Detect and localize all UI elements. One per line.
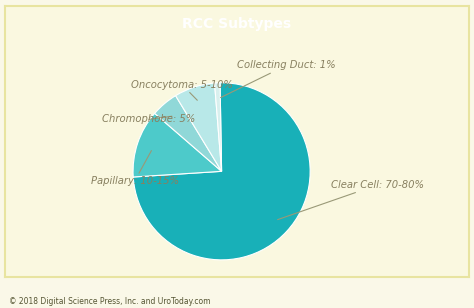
Text: Chromophobe: 5%: Chromophobe: 5% — [102, 114, 195, 124]
Wedge shape — [133, 113, 222, 177]
Wedge shape — [215, 83, 222, 171]
Text: Oncocytoma: 5-10%: Oncocytoma: 5-10% — [131, 80, 233, 100]
Text: RCC Subtypes: RCC Subtypes — [182, 17, 292, 31]
Text: Collecting Duct: 1%: Collecting Duct: 1% — [220, 60, 336, 98]
Text: Clear Cell: 70-80%: Clear Cell: 70-80% — [278, 180, 424, 220]
Text: Papillary: 10-15%: Papillary: 10-15% — [91, 151, 179, 186]
Wedge shape — [175, 83, 222, 171]
Wedge shape — [133, 83, 310, 260]
Wedge shape — [155, 96, 222, 171]
Text: © 2018 Digital Science Press, Inc. and UroToday.com: © 2018 Digital Science Press, Inc. and U… — [9, 298, 211, 306]
